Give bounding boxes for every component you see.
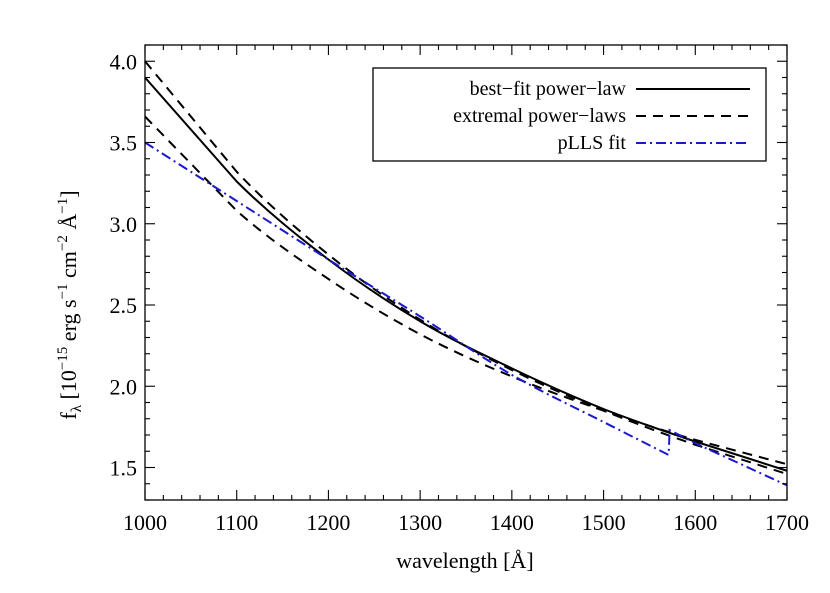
y-label-text5: ] <box>56 190 81 197</box>
y-label-sup2: −1 <box>55 283 71 299</box>
x-axis-label: wavelength [Å] <box>396 548 533 573</box>
x-tick-label: 1400 <box>490 510 534 535</box>
y-label-base: f <box>56 412 81 420</box>
x-tick-label: 1000 <box>123 510 167 535</box>
y-label-sup3: −2 <box>55 235 71 251</box>
y-tick-label: 2.5 <box>110 293 138 318</box>
series-line-2-dashed <box>144 60 788 475</box>
y-tick-label: 3.5 <box>110 131 138 156</box>
legend-box <box>372 67 767 162</box>
legend-label-plls: pLLS fit <box>558 132 627 154</box>
x-tick-label: 1300 <box>398 510 442 535</box>
ticks <box>144 44 788 501</box>
y-label-sup4: −1 <box>55 198 71 214</box>
y-axis-label: fλ [10−15 erg s−1 cm−2 Å−1] <box>55 190 85 419</box>
series-line-4-dashdot <box>144 141 788 487</box>
series-line-3-dashed <box>144 115 788 466</box>
x-tick-label: 1600 <box>673 510 717 535</box>
legend-label-extremal: extremal power−laws <box>453 105 626 127</box>
y-tick-label: 2.0 <box>110 374 138 399</box>
x-tick-label: 1200 <box>306 510 350 535</box>
y-tick-label: 3.0 <box>110 212 138 237</box>
y-label-text2: erg s <box>56 299 81 346</box>
y-tick-label: 1.5 <box>110 456 138 481</box>
y-label-text4: Å <box>56 214 81 236</box>
y-tick-label: 4.0 <box>110 49 138 74</box>
y-label-sup1: −15 <box>55 347 71 370</box>
legend-label-best-fit: best−fit power−law <box>470 78 627 100</box>
x-tick-label: 1100 <box>215 510 258 535</box>
y-label-sub: λ <box>69 404 85 412</box>
tick-labels: 1000 1100 1200 1300 1400 1500 1600 1700 1.5 2.0 2.… <box>110 49 810 535</box>
legend: best−fit power−law extremal power−laws p… <box>372 67 767 162</box>
y-label-text1: [10 <box>56 370 81 405</box>
plot-series <box>144 60 788 487</box>
y-label-text3: cm <box>56 251 81 283</box>
x-tick-label: 1500 <box>582 510 626 535</box>
x-tick-label: 1700 <box>765 510 809 535</box>
